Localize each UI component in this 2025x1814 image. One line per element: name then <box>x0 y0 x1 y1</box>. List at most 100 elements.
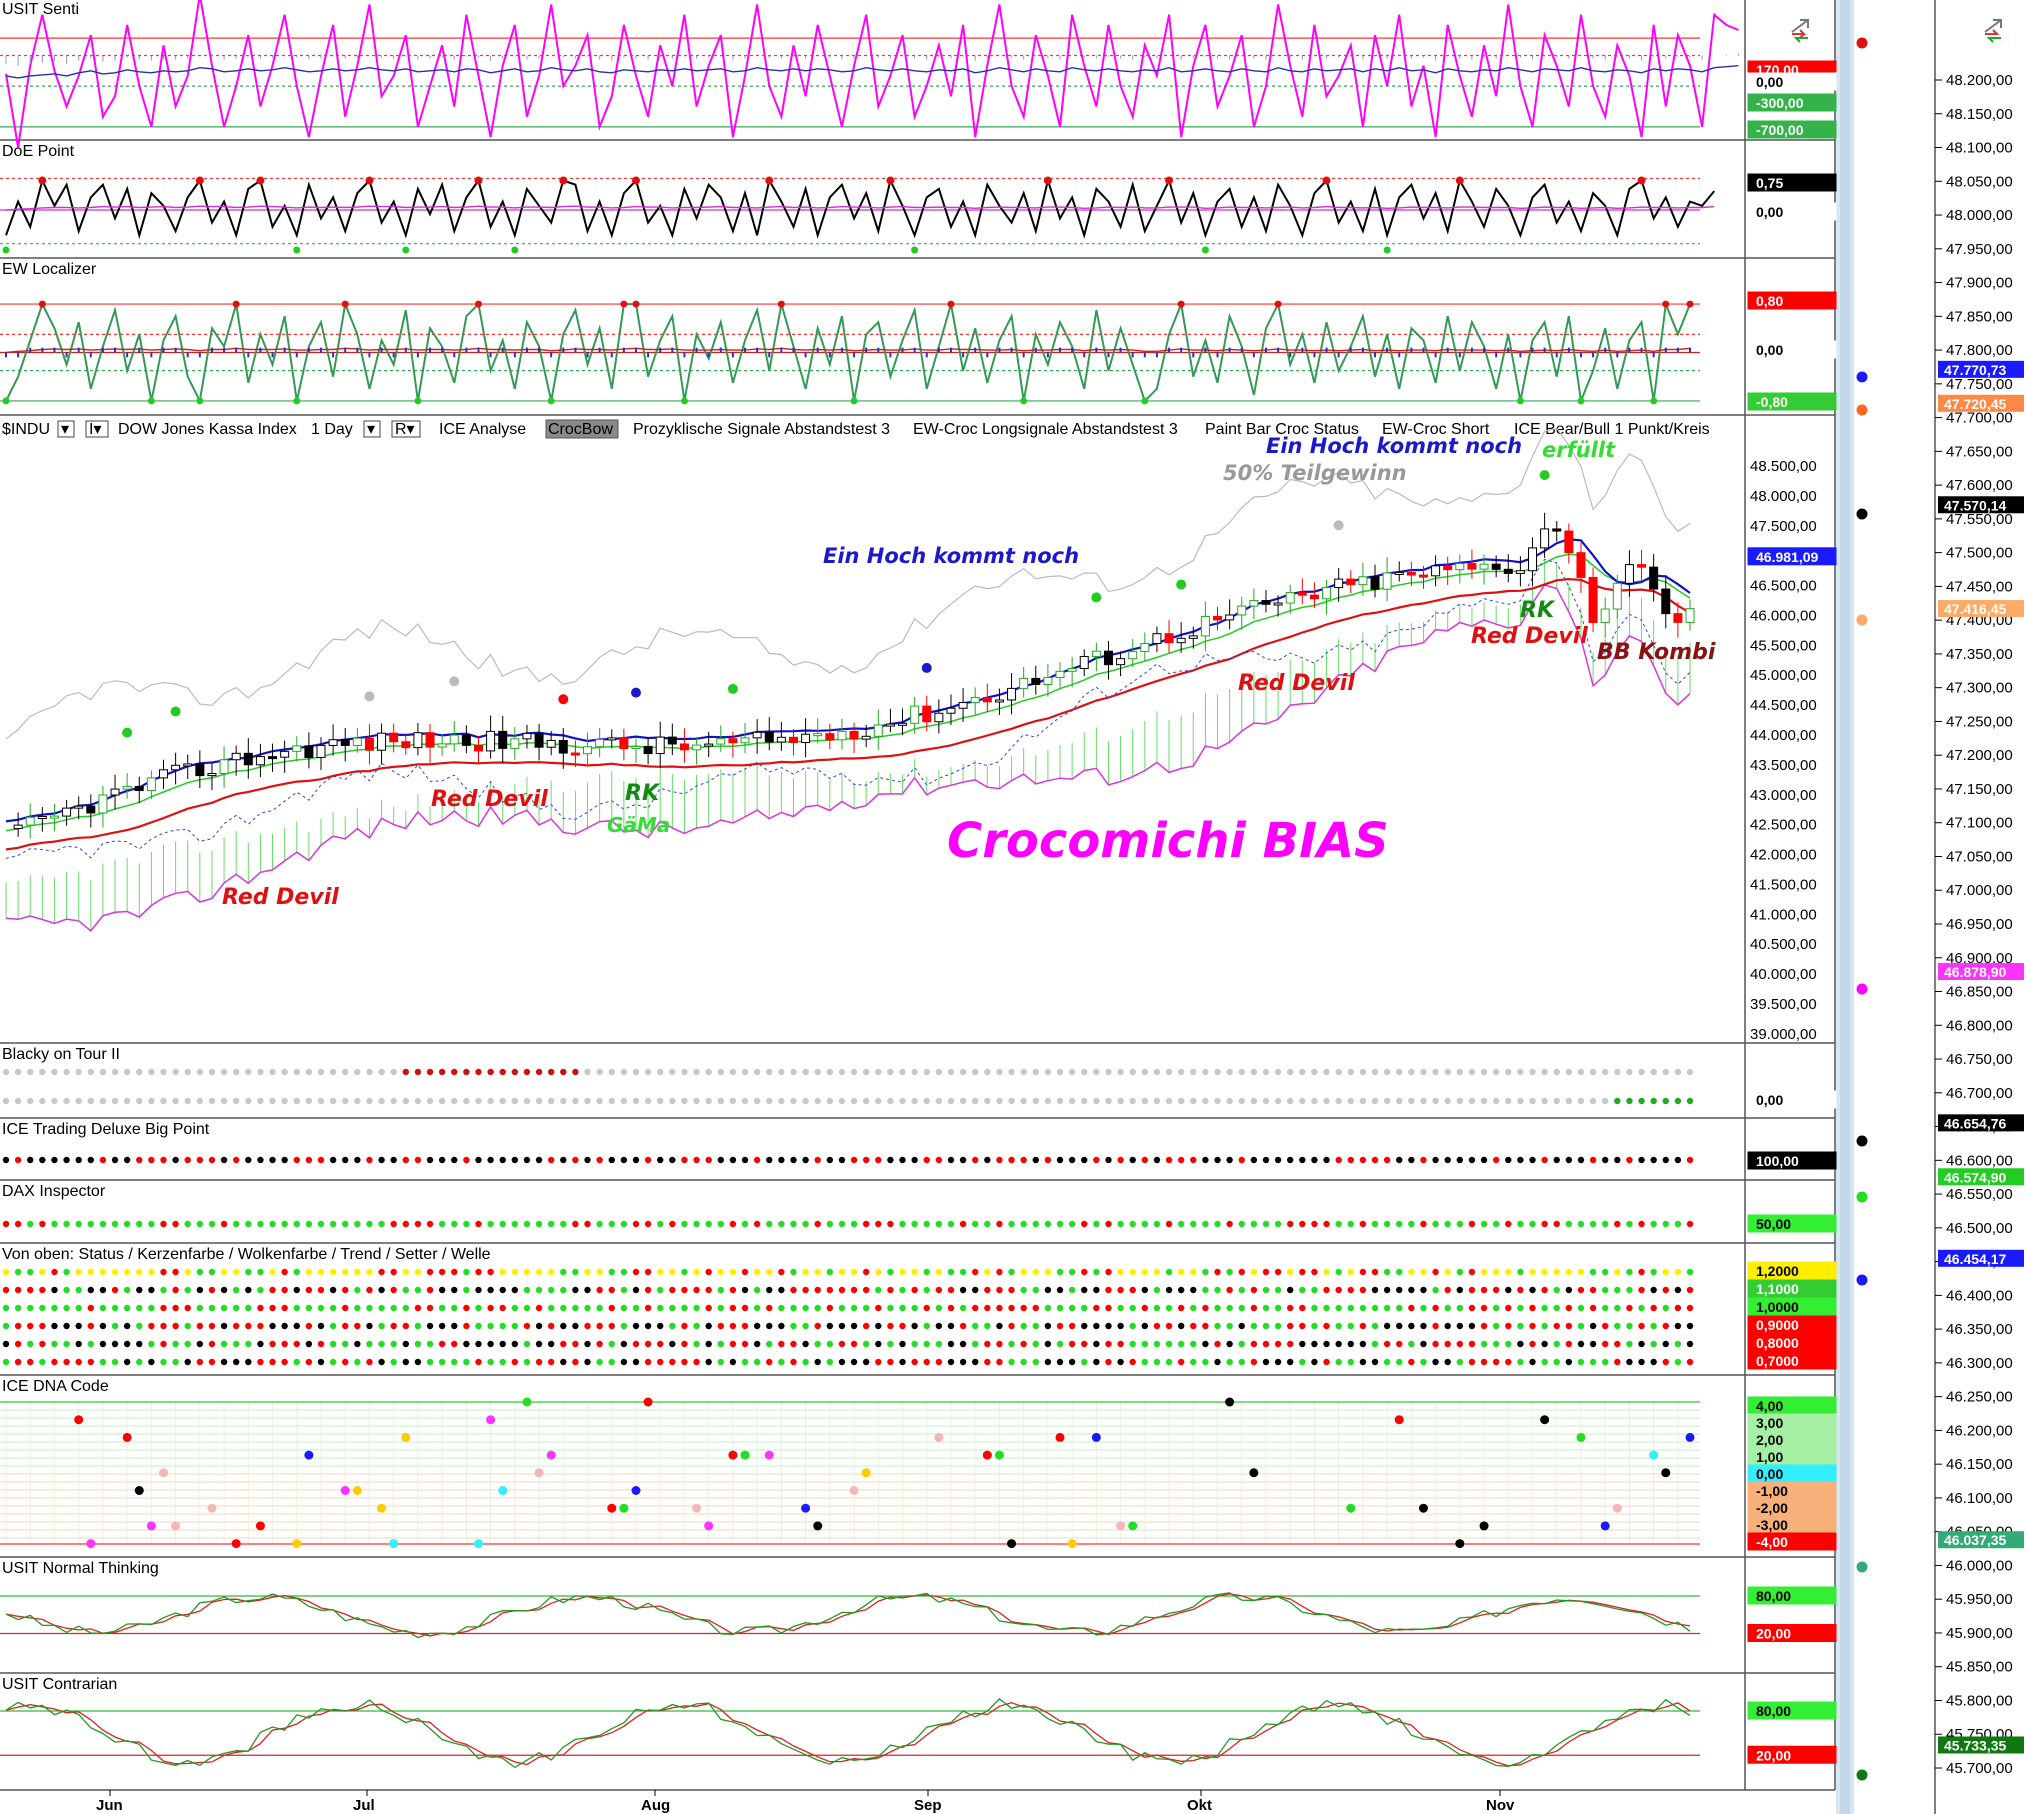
dna-dot <box>352 1486 362 1495</box>
toolbar-item: EW-Croc Longsignale Abstandstest 3 <box>913 421 1178 438</box>
status-dot <box>838 1286 846 1294</box>
status-dot <box>378 1286 385 1294</box>
candle-body <box>861 735 871 740</box>
status-dot <box>1553 1286 1560 1294</box>
status-dot <box>1117 1286 1124 1294</box>
status-dot <box>717 1097 724 1105</box>
candle-body <box>1467 563 1477 570</box>
right-tick-label: 46.900,00 <box>1946 950 2013 967</box>
status-dot <box>1589 1304 1597 1312</box>
status-dot <box>729 1268 737 1276</box>
status-dot <box>342 1097 349 1105</box>
status-dot <box>1674 1340 1682 1348</box>
trend-arrow-icon <box>1986 37 2001 43</box>
value-badge-label: 0,7000 <box>1756 1353 1799 1369</box>
status-dot <box>1044 1304 1052 1312</box>
status-dot <box>1662 1220 1669 1228</box>
status-dot <box>63 1220 70 1228</box>
dna-dot <box>1128 1521 1138 1531</box>
status-dot <box>523 1097 531 1105</box>
status-dot <box>160 1322 167 1330</box>
status-dot <box>899 1156 906 1164</box>
status-dot <box>741 1322 749 1330</box>
status-dot <box>438 1220 446 1228</box>
status-dot <box>1008 1268 1015 1276</box>
candle-body <box>1661 588 1671 615</box>
signal-dot <box>293 246 301 254</box>
status-dot <box>305 1220 313 1228</box>
status-dot <box>245 1068 252 1076</box>
status-dot <box>1105 1340 1112 1348</box>
status-dot <box>947 1268 955 1276</box>
status-dot <box>281 1286 288 1294</box>
status-dot <box>1238 1220 1245 1228</box>
candle-body <box>473 744 483 752</box>
status-dot <box>451 1304 458 1312</box>
right-tick-label: 47.750,00 <box>1946 376 2013 393</box>
status-dot <box>451 1156 458 1164</box>
status-dot <box>996 1286 1003 1294</box>
status-dot <box>511 1156 519 1164</box>
status-dot <box>1323 1220 1330 1228</box>
status-dot <box>1505 1268 1512 1276</box>
status-dot <box>1081 1340 1088 1348</box>
status-dot <box>184 1068 191 1076</box>
status-dot <box>426 1156 434 1164</box>
status-dot <box>535 1358 543 1366</box>
toolbar-item: EW-Croc Short <box>1382 421 1490 438</box>
status-dot <box>620 1220 628 1228</box>
status-dot <box>1662 1358 1669 1366</box>
status-dot <box>1129 1340 1136 1348</box>
status-dot <box>608 1358 615 1366</box>
status-dot <box>232 1304 240 1312</box>
status-dot <box>1601 1358 1609 1366</box>
toolbar-item: CrocBow <box>548 421 613 438</box>
status-dot <box>1274 1304 1282 1312</box>
status-dot <box>426 1304 434 1312</box>
status-dot <box>875 1286 882 1294</box>
status-dot <box>584 1268 591 1276</box>
status-dot <box>1674 1268 1682 1276</box>
status-dot <box>862 1340 870 1348</box>
status-dot <box>1614 1322 1621 1330</box>
status-dot <box>620 1286 628 1294</box>
status-dot <box>862 1268 870 1276</box>
candle-body <box>1164 633 1174 644</box>
status-dot <box>1214 1268 1221 1276</box>
status-dot <box>184 1304 191 1312</box>
status-dot <box>305 1340 313 1348</box>
signal-dot <box>341 300 349 308</box>
signal-dot <box>947 300 955 308</box>
status-dot <box>245 1220 252 1228</box>
status-dot <box>232 1220 240 1228</box>
status-dot <box>1408 1068 1415 1076</box>
status-dot <box>899 1304 906 1312</box>
status-dot <box>1226 1156 1233 1164</box>
status-dot <box>887 1304 894 1312</box>
status-dot <box>1044 1068 1052 1076</box>
status-dot <box>584 1097 591 1105</box>
status-dot <box>281 1068 288 1076</box>
status-dot <box>366 1358 373 1366</box>
status-dot <box>1396 1304 1403 1312</box>
status-dot <box>1190 1220 1197 1228</box>
status-dot <box>1565 1286 1573 1294</box>
status-dot <box>329 1268 337 1276</box>
signal-dot <box>232 300 240 308</box>
status-dot <box>1444 1286 1451 1294</box>
panel-title: Von oben: Status / Kerzenfarbe / Wolkenf… <box>2 1246 491 1263</box>
chart-toolbar[interactable]: $INDU ▾ I▾ DOW Jones Kassa Index 1 Day ▾ R▾ ICE… <box>2 419 1710 439</box>
right-value-badge <box>1938 1114 2024 1132</box>
status-dot <box>1577 1156 1585 1164</box>
value-badge <box>1747 340 1837 359</box>
status-dot <box>790 1068 797 1076</box>
candle-body <box>1116 658 1126 666</box>
status-dot <box>681 1097 688 1105</box>
status-dot <box>1068 1340 1076 1348</box>
status-dot <box>1311 1358 1318 1366</box>
right-tick-label: 47.500,00 <box>1946 545 2013 562</box>
status-dot <box>766 1220 773 1228</box>
dna-dot <box>1576 1432 1586 1442</box>
status-dot <box>535 1220 543 1228</box>
status-dot <box>887 1068 894 1076</box>
